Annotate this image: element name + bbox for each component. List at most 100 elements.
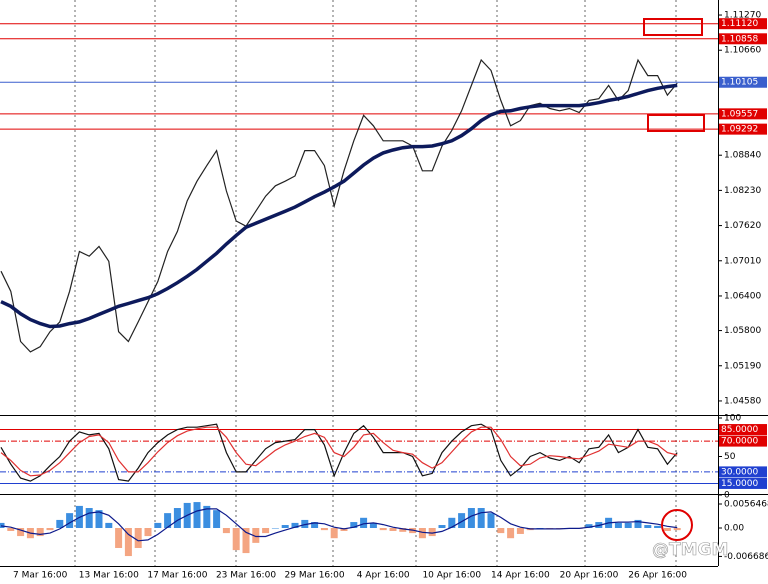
level-label: 1.09292 xyxy=(721,125,758,135)
y-tick-label: 50 xyxy=(724,452,736,462)
histogram-bar xyxy=(516,528,524,534)
histogram-bar xyxy=(85,508,93,529)
histogram-bar xyxy=(536,528,544,529)
x-tick-label: 14 Apr 16:00 xyxy=(491,571,550,581)
x-tick-label: 13 Mar 16:00 xyxy=(79,571,139,581)
histogram-bar xyxy=(134,528,142,548)
histogram-bar xyxy=(654,525,662,529)
histogram-bar xyxy=(232,528,240,551)
histogram-bar xyxy=(379,528,387,531)
histogram-bar xyxy=(389,528,397,531)
level-label: 1.11120 xyxy=(721,19,758,29)
highlight-box xyxy=(647,114,705,132)
histogram-bar xyxy=(448,517,456,529)
y-tick-label: 1.07010 xyxy=(724,256,761,266)
series-line xyxy=(0,508,678,542)
histogram-bar xyxy=(360,517,368,529)
histogram-bar xyxy=(301,519,309,529)
level-label-bg xyxy=(719,76,767,88)
histogram-bar xyxy=(0,522,5,529)
y-tick-label: 1.10660 xyxy=(724,46,761,56)
level-label-bg xyxy=(719,18,767,30)
histogram-bar xyxy=(281,525,289,529)
histogram-bar xyxy=(56,519,64,529)
histogram-bar xyxy=(399,528,407,532)
histogram-bar xyxy=(320,528,328,531)
y-tick-label: 0.00 xyxy=(724,524,744,534)
y-tick-label: 1.05190 xyxy=(724,361,761,371)
x-tick-label: 7 Mar 16:00 xyxy=(13,571,68,581)
histogram-bar xyxy=(330,528,338,539)
x-tick-label: 17 Mar 16:00 xyxy=(147,571,207,581)
histogram-bar xyxy=(17,528,25,537)
watermark: @TMGM xyxy=(652,540,728,560)
level-label-bg xyxy=(719,435,767,447)
histogram-bar xyxy=(624,522,632,529)
y-tick-label: 1.08230 xyxy=(724,186,761,196)
y-tick-label: 100 xyxy=(724,414,741,424)
level-label: 1.10105 xyxy=(721,78,758,88)
histogram-bar xyxy=(124,528,132,557)
y-tick-label: -0.0066863 xyxy=(724,552,768,562)
level-label: 1.09557 xyxy=(721,109,758,119)
level-label-bg xyxy=(719,424,767,436)
plot-layer: 1.11270 1.10660 1.08840 1.08230 1.07620 1.070… xyxy=(0,11,768,581)
histogram-bar xyxy=(467,508,475,529)
histogram-bar xyxy=(673,528,681,531)
histogram-bar xyxy=(418,528,426,539)
histogram-bar xyxy=(66,513,74,529)
histogram-bar xyxy=(7,528,15,531)
histogram-bar xyxy=(663,528,671,531)
highlight-circle xyxy=(661,509,693,541)
x-tick-label: 29 Mar 16:00 xyxy=(285,571,345,581)
histogram-bar xyxy=(291,522,299,529)
histogram-bar xyxy=(634,519,642,529)
histogram-bar xyxy=(213,510,221,529)
histogram-bar xyxy=(203,505,211,529)
x-tick-label: 10 Apr 16:00 xyxy=(422,571,481,581)
level-label-bg xyxy=(719,123,767,135)
histogram-bar xyxy=(36,528,44,537)
histogram-bar xyxy=(507,528,515,539)
y-tick-label: 1.11270 xyxy=(724,11,761,21)
histogram-bar xyxy=(262,528,270,534)
histogram-bar xyxy=(242,528,250,554)
histogram-bar xyxy=(477,508,485,529)
histogram-bar xyxy=(222,528,230,534)
histogram-bar xyxy=(487,513,495,529)
series-line xyxy=(0,426,678,477)
session-lines xyxy=(74,0,677,566)
y-tick-label: 1.05800 xyxy=(724,326,761,336)
series-line xyxy=(0,423,678,482)
x-tick-label: 23 Mar 16:00 xyxy=(216,571,276,581)
histogram-bar xyxy=(458,513,466,529)
series-line xyxy=(0,83,678,329)
level-label: 1.10858 xyxy=(721,34,758,44)
x-tick-label: 26 Apr 16:00 xyxy=(628,571,687,581)
y-tick-label: 1.08840 xyxy=(724,151,761,161)
level-label: 30.0000 xyxy=(721,467,758,477)
histogram-bar xyxy=(369,522,377,529)
level-label-bg xyxy=(719,466,767,478)
x-tick-label: 20 Apr 16:00 xyxy=(560,571,619,581)
histogram-bar xyxy=(497,528,505,534)
histogram-bar xyxy=(350,522,358,529)
level-label: 85.0000 xyxy=(721,425,758,435)
x-tick-label: 4 Apr 16:00 xyxy=(357,571,410,581)
histogram-bar xyxy=(105,522,113,529)
histogram-bar xyxy=(144,528,152,537)
histogram-bar xyxy=(115,528,123,548)
histogram-bar xyxy=(193,502,201,529)
histogram-bar xyxy=(271,528,279,529)
y-tick-label: 1.07620 xyxy=(724,221,761,231)
histogram-bar xyxy=(428,528,436,537)
histogram-bar xyxy=(585,524,593,529)
histogram-bar xyxy=(95,510,103,529)
series-line xyxy=(0,58,678,353)
histogram-bar xyxy=(311,522,319,529)
histogram-bar xyxy=(154,522,162,529)
histogram-bar xyxy=(614,522,622,529)
y-tick-label: 1.04580 xyxy=(724,396,761,406)
y-tick-label: 0 xyxy=(724,491,730,501)
